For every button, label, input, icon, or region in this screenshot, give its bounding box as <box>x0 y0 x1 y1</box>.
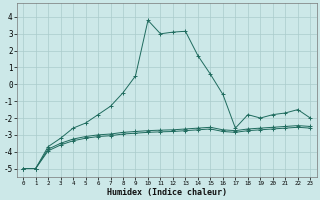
X-axis label: Humidex (Indice chaleur): Humidex (Indice chaleur) <box>107 188 227 197</box>
